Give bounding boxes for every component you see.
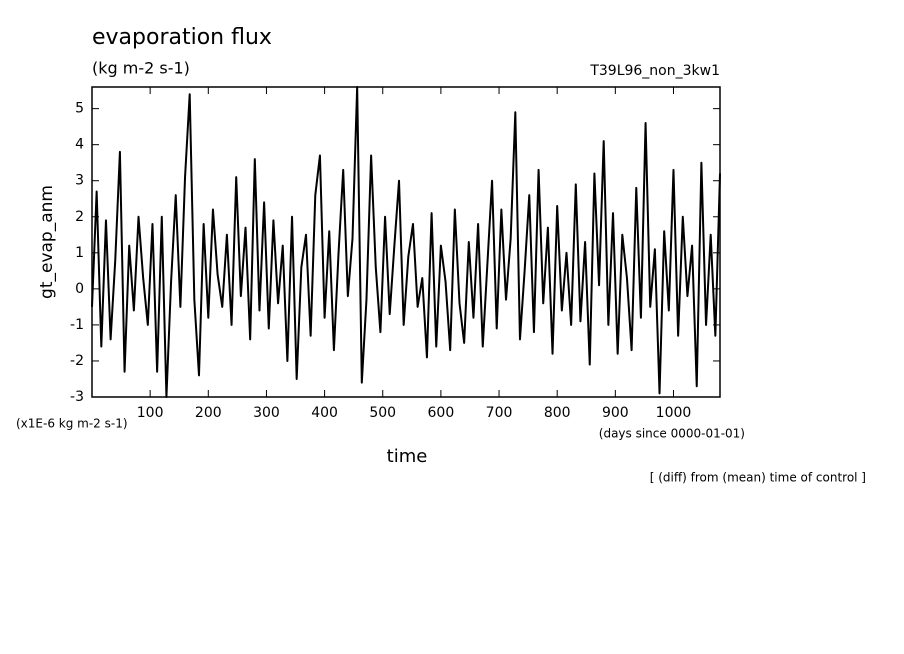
y-tick-label: 0 [75,281,84,297]
x-unit-label: (days since 0000-01-01) [599,427,745,441]
x-tick-label: 600 [428,405,455,421]
y-unit-label: (x1E-6 kg m-2 s-1) [16,417,128,431]
x-tick-label: 1000 [656,405,692,421]
x-tick-label: 300 [253,405,280,421]
x-axis-label: time [387,446,428,467]
y-tick-label: 4 [75,137,84,153]
x-tick-label: 500 [369,405,396,421]
x-tick-label: 900 [602,405,629,421]
y-tick-label: -1 [70,317,84,333]
x-tick-label: 200 [195,405,222,421]
y-axis-label: gt_evap_anm [37,185,57,299]
x-tick-label: 700 [486,405,513,421]
y-tick-label: 3 [75,173,84,189]
y-tick-label: -2 [70,353,84,369]
chart-title: evaporation flux [92,25,272,50]
y-tick-label: 1 [75,245,84,261]
x-tick-label: 800 [544,405,571,421]
plot-frame [91,86,721,398]
x-tick-label: 100 [137,405,164,421]
y-tick-label: 2 [75,209,84,225]
chart-subtitle: (kg m-2 s-1) [92,59,190,78]
y-tick-label: -3 [70,389,84,405]
note: [ (diff) from (mean) time of control ] [650,471,866,485]
x-tick-label: 400 [311,405,338,421]
data-line [91,86,721,398]
y-tick-label: 5 [75,101,84,117]
experiment-label: T39L96_non_3kw1 [589,63,720,79]
